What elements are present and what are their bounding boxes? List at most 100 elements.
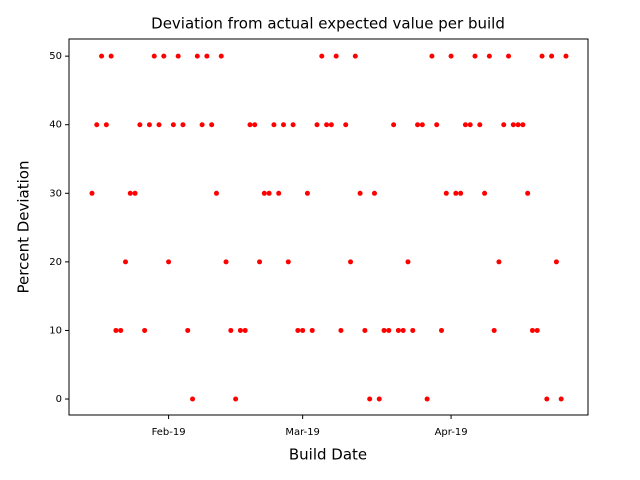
point bbox=[549, 53, 555, 59]
point bbox=[410, 327, 416, 333]
point bbox=[252, 122, 258, 128]
y-tick-label: 10 bbox=[49, 325, 62, 336]
point bbox=[127, 190, 133, 196]
point bbox=[520, 122, 526, 128]
point bbox=[343, 122, 349, 128]
point bbox=[544, 396, 550, 402]
point bbox=[367, 396, 373, 402]
x-tick-label: Feb-19 bbox=[152, 427, 186, 438]
point bbox=[357, 190, 363, 196]
point bbox=[170, 122, 176, 128]
point bbox=[328, 122, 334, 128]
point bbox=[218, 53, 224, 59]
point bbox=[132, 190, 138, 196]
point bbox=[525, 190, 531, 196]
chart-title: Deviation from actual expected value per… bbox=[151, 15, 505, 33]
point bbox=[89, 190, 95, 196]
plot-frame bbox=[68, 38, 589, 416]
point bbox=[506, 53, 512, 59]
x-tick-label: Mar-19 bbox=[285, 427, 320, 438]
point bbox=[438, 327, 444, 333]
point bbox=[458, 190, 464, 196]
point bbox=[338, 327, 344, 333]
point bbox=[376, 396, 382, 402]
point bbox=[185, 327, 191, 333]
point bbox=[209, 122, 215, 128]
point bbox=[118, 327, 124, 333]
y-tick-label: 20 bbox=[49, 257, 62, 268]
y-tick-label: 0 bbox=[56, 394, 62, 405]
point bbox=[381, 327, 387, 333]
point bbox=[362, 327, 368, 333]
point bbox=[290, 122, 296, 128]
point bbox=[113, 327, 119, 333]
point bbox=[333, 53, 339, 59]
point bbox=[151, 53, 157, 59]
point bbox=[228, 327, 234, 333]
point bbox=[491, 327, 497, 333]
point bbox=[314, 122, 320, 128]
point bbox=[319, 53, 325, 59]
point bbox=[462, 122, 468, 128]
point bbox=[166, 259, 172, 265]
point bbox=[261, 190, 267, 196]
point bbox=[280, 122, 286, 128]
point bbox=[271, 122, 277, 128]
point bbox=[534, 327, 540, 333]
point bbox=[391, 122, 397, 128]
point bbox=[309, 327, 315, 333]
point bbox=[99, 53, 105, 59]
point bbox=[213, 190, 219, 196]
point bbox=[424, 396, 430, 402]
point bbox=[204, 53, 210, 59]
point bbox=[395, 327, 401, 333]
point bbox=[448, 53, 454, 59]
point bbox=[223, 259, 229, 265]
point bbox=[477, 122, 483, 128]
point bbox=[400, 327, 406, 333]
point bbox=[137, 122, 143, 128]
point bbox=[266, 190, 272, 196]
y-axis-label: Percent Deviation bbox=[15, 161, 33, 294]
point bbox=[386, 327, 392, 333]
point bbox=[175, 53, 181, 59]
point bbox=[233, 396, 239, 402]
point bbox=[257, 259, 263, 265]
point bbox=[300, 327, 306, 333]
point bbox=[156, 122, 162, 128]
point bbox=[434, 122, 440, 128]
point bbox=[472, 53, 478, 59]
y-tick-label: 30 bbox=[49, 188, 62, 199]
point bbox=[501, 122, 507, 128]
point bbox=[190, 396, 196, 402]
point bbox=[146, 122, 152, 128]
point bbox=[415, 122, 421, 128]
point bbox=[237, 327, 243, 333]
point bbox=[467, 122, 473, 128]
point bbox=[276, 190, 282, 196]
point bbox=[443, 190, 449, 196]
point bbox=[103, 122, 109, 128]
point bbox=[486, 53, 492, 59]
point bbox=[194, 53, 200, 59]
point bbox=[553, 259, 559, 265]
y-tick-label: 40 bbox=[49, 120, 62, 131]
point bbox=[108, 53, 114, 59]
point bbox=[324, 122, 330, 128]
point bbox=[371, 190, 377, 196]
point bbox=[405, 259, 411, 265]
point bbox=[142, 327, 148, 333]
point bbox=[429, 53, 435, 59]
point bbox=[348, 259, 354, 265]
y-tick-label: 50 bbox=[49, 51, 62, 62]
point bbox=[161, 53, 167, 59]
point bbox=[199, 122, 205, 128]
point bbox=[94, 122, 100, 128]
point bbox=[419, 122, 425, 128]
point bbox=[304, 190, 310, 196]
point bbox=[510, 122, 516, 128]
point bbox=[529, 327, 535, 333]
point bbox=[122, 259, 128, 265]
